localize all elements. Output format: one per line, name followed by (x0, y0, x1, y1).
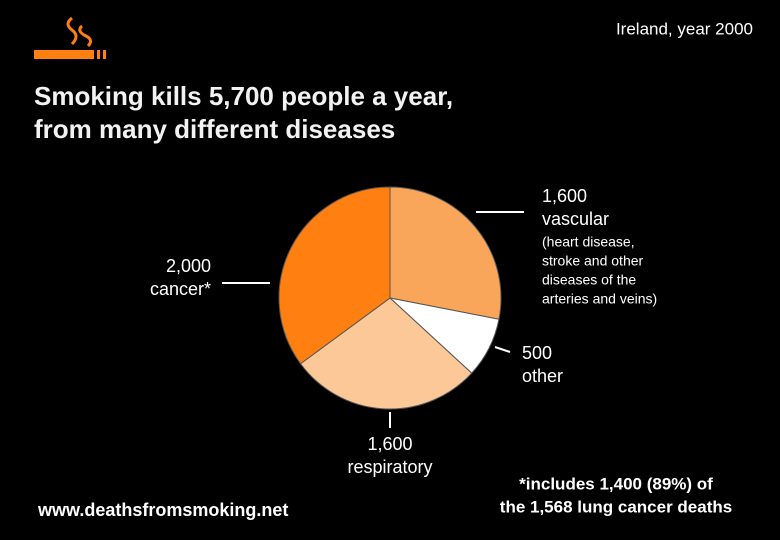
cigarette-tip (97, 50, 100, 59)
annotation: stroke and other (542, 253, 644, 269)
pie-slice (389, 186, 502, 320)
annotation: (heart disease, (542, 234, 635, 250)
annotation: arteries and veins) (542, 291, 657, 307)
smoke (78, 24, 93, 48)
annotation: diseases of the (542, 272, 636, 288)
leader-line (494, 346, 511, 353)
chart-title: Smoking kills 5,700 people a year, (34, 81, 453, 111)
pie-slice (278, 186, 391, 365)
footnote: the 1,568 lung cancer deaths (500, 497, 732, 516)
leader-lines (222, 211, 524, 428)
subtitle: Ireland, year 2000 (616, 19, 753, 38)
value-label: 1,600 (367, 434, 412, 454)
value-label: 500 (522, 343, 552, 363)
chart-title: from many different diseases (34, 114, 395, 144)
pie-slice (299, 297, 473, 410)
category-label: other (522, 366, 563, 386)
source: www.deathsfromsmoking.net (37, 500, 288, 520)
footnote: *includes 1,400 (89%) of (519, 474, 713, 493)
logo (34, 16, 106, 59)
cigarette-tip (103, 50, 106, 59)
value-label: 1,600 (542, 186, 587, 206)
category-label: cancer* (150, 279, 211, 299)
cigarette (34, 50, 94, 59)
smoke (66, 16, 78, 46)
value-label: 2,000 (166, 256, 211, 276)
category-label: vascular (542, 209, 609, 229)
category-label: respiratory (347, 457, 432, 477)
